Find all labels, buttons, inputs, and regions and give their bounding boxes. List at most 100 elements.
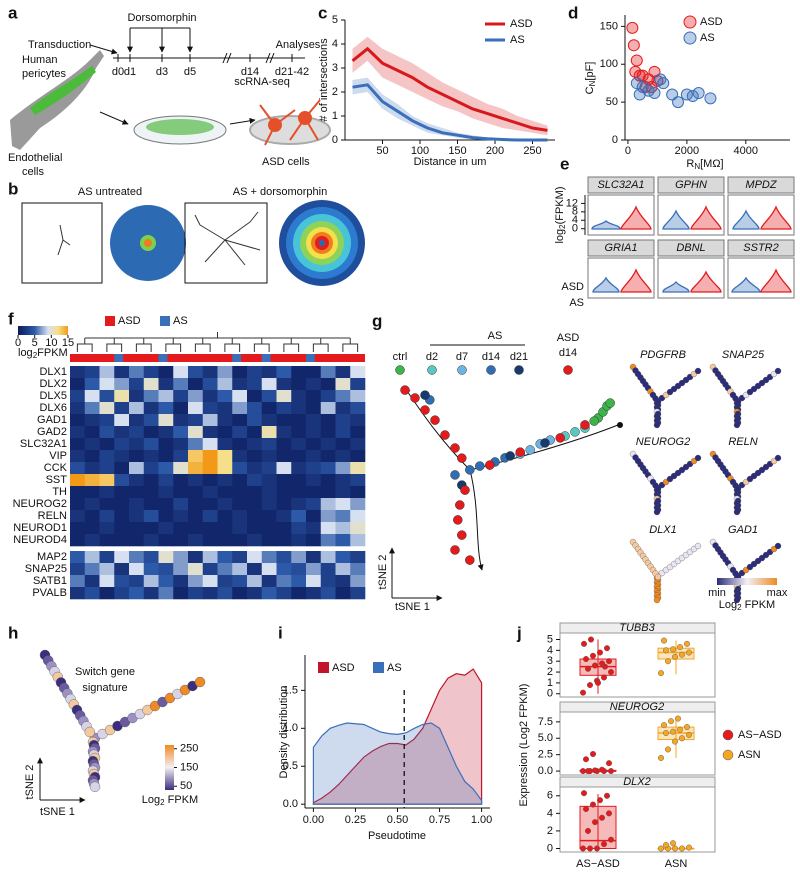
heatmap-cell [247, 486, 263, 499]
heatmap-cell [173, 426, 189, 439]
legend-label: d2 [426, 351, 438, 363]
heatmap-cell [247, 450, 263, 463]
heatmap-cell [114, 575, 130, 588]
heatmap-cell [232, 474, 248, 487]
heatmap-cell [247, 563, 263, 576]
heatmap-cell [143, 366, 159, 379]
colorbar-title-main: Log [719, 599, 737, 611]
heatmap-cell [217, 575, 233, 588]
heatmap-cell [261, 426, 277, 439]
panel-letter: d [568, 3, 578, 22]
panel-letter: e [560, 154, 569, 173]
point [589, 416, 599, 426]
point [672, 653, 679, 660]
point [460, 485, 470, 495]
row-label: NEUROD1 [13, 522, 67, 534]
legend-group: AS [488, 330, 503, 342]
heatmap-cell [276, 474, 292, 487]
legend-swatch [563, 365, 573, 375]
heatmap-cell [143, 462, 159, 475]
point [630, 54, 643, 67]
heatmap-cell [202, 563, 218, 576]
heatmap-cell [232, 522, 248, 535]
cell-dot [733, 508, 741, 516]
x-tick-label: ASN [665, 858, 688, 870]
axis-arrows [391, 548, 442, 598]
point [400, 385, 410, 395]
y-tick-label: 4 [332, 38, 338, 50]
row-label: MAP2 [37, 551, 67, 563]
heatmap-cell [99, 498, 115, 511]
panel-letter: h [8, 623, 18, 642]
heatmap-cell [320, 378, 336, 391]
heatmap-cell [202, 575, 218, 588]
legend-swatch [160, 316, 170, 326]
point [599, 814, 606, 821]
cell-dot [654, 573, 662, 581]
point [663, 730, 670, 737]
y-tick-label: 0 [612, 134, 618, 146]
heatmap-cell [99, 510, 115, 523]
arrow [229, 117, 256, 125]
heatmap-cell [188, 522, 204, 535]
heatmap-cell [99, 522, 115, 535]
heatmap-cell [306, 450, 322, 463]
y-tick-label: 6 [547, 790, 553, 802]
heatmap-cell [158, 426, 174, 439]
y-tick-label: 0.5 [283, 760, 298, 772]
heatmap-cell [143, 486, 159, 499]
y-tick-label: 3 [547, 655, 553, 667]
x-tick-label: 0.25 [345, 814, 366, 826]
heatmap-cell [261, 587, 277, 600]
point [658, 845, 665, 852]
point [457, 453, 467, 463]
heatmap-cell [261, 414, 277, 427]
heatmap-cell [84, 474, 100, 487]
heatmap-cell [335, 378, 351, 391]
heatmap-cell [202, 551, 218, 564]
heatmap-cell [188, 450, 204, 463]
x-axis-title-main: R [686, 158, 694, 170]
point [580, 420, 590, 430]
heatmap-cell [350, 402, 366, 415]
colorbar-label: 0 [15, 337, 21, 349]
point [633, 69, 646, 82]
point [672, 96, 685, 109]
heatmap-cell [306, 426, 322, 439]
point [672, 845, 679, 852]
point [677, 644, 684, 651]
cell-dot [653, 596, 661, 604]
heatmap-cell [143, 534, 159, 547]
heatmap-cell [291, 498, 307, 511]
facet-title: MPDZ [745, 179, 777, 191]
point [658, 670, 665, 677]
heatmap-cell [202, 462, 218, 475]
violin [760, 268, 792, 293]
heatmap-cell [173, 587, 189, 600]
point [581, 640, 588, 647]
x-axis-title: tSNE 1 [40, 806, 75, 818]
point [679, 651, 686, 658]
y-tick-label: 4 [547, 644, 553, 656]
heatmap-cell [188, 498, 204, 511]
heatmap-cell [70, 498, 86, 511]
heatmap-cell [276, 450, 292, 463]
point [648, 87, 661, 100]
heatmap-cell [306, 366, 322, 379]
y-axis-title: tSNE 2 [377, 555, 389, 590]
colorbar-title-rest: FPKM [742, 599, 776, 611]
heatmap-cell [114, 462, 130, 475]
heatmap-cell [84, 575, 100, 588]
heatmap-cell [143, 426, 159, 439]
x-axis-title: Distance in um [414, 156, 487, 168]
heatmap-cell [158, 366, 174, 379]
heatmap-cell [291, 522, 307, 535]
legend-label: AS−ASD [738, 729, 782, 741]
label: scRNA-seq [234, 76, 290, 88]
violin [760, 205, 792, 230]
heatmap-cell [320, 510, 336, 523]
heatmap-cell [114, 534, 130, 547]
heatmap-cell [291, 450, 307, 463]
point [677, 726, 684, 733]
y-tick-label: 8 [572, 206, 578, 218]
